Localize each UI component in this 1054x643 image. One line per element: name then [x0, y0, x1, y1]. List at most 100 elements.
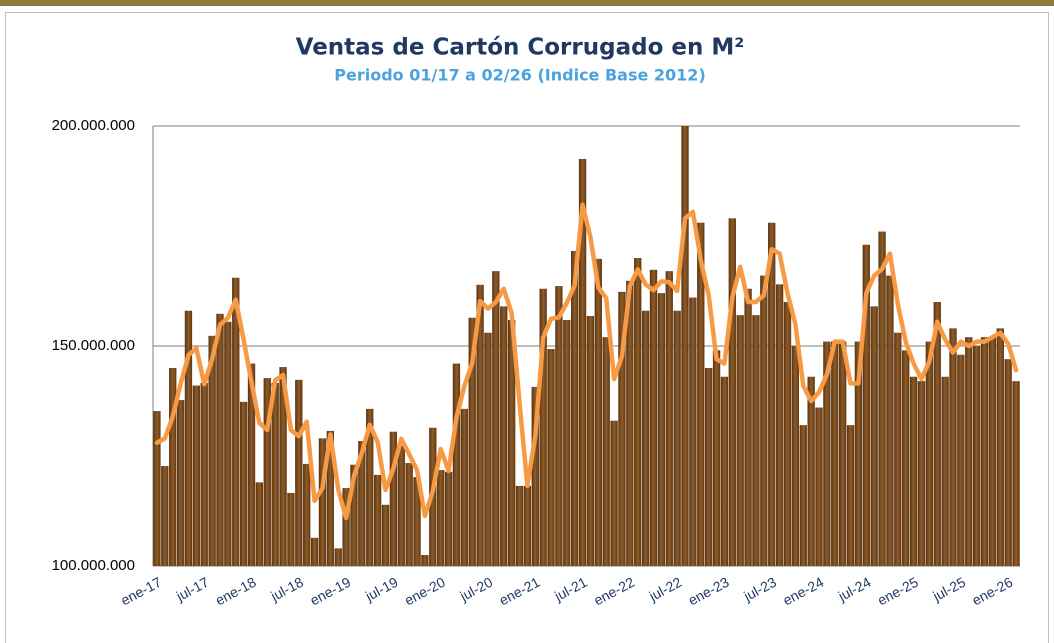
- bar-shade: [854, 341, 863, 566]
- bar-shade: [728, 218, 736, 566]
- bar-shade: [295, 379, 303, 566]
- bar-shade: [169, 368, 177, 566]
- bar-shade: [799, 425, 807, 566]
- bar-shade: [807, 376, 815, 566]
- bar-shade: [791, 346, 799, 566]
- bar-shade: [586, 316, 595, 566]
- bar-shade: [397, 445, 405, 566]
- bar-shade: [665, 271, 673, 566]
- bar-shade: [531, 386, 539, 566]
- bar-shade: [941, 376, 949, 566]
- bar-shade: [705, 368, 713, 566]
- bar-shade: [681, 126, 689, 566]
- bar-shade: [610, 420, 618, 566]
- bar-shade: [634, 258, 642, 566]
- bar-shade: [846, 425, 855, 566]
- bar-shade: [326, 430, 334, 566]
- bar-shade: [444, 471, 453, 566]
- bar-shade: [768, 222, 776, 567]
- bar-shade: [208, 335, 216, 566]
- bar-shade: [571, 250, 579, 566]
- bar-shade: [957, 354, 965, 566]
- bar-shade: [988, 337, 997, 566]
- bar-shade: [405, 463, 413, 566]
- bar-shade: [232, 277, 240, 566]
- bar-shade: [342, 488, 350, 566]
- bar-shade: [184, 310, 193, 566]
- bar-shade: [192, 385, 200, 566]
- line: [154, 202, 1019, 521]
- bar-shade: [555, 286, 563, 566]
- bar-shade: [366, 408, 374, 566]
- bar-shade: [618, 291, 626, 566]
- bar-shade: [358, 441, 366, 566]
- bar-shade: [263, 378, 271, 566]
- bar-shade: [815, 407, 823, 566]
- bar-shade: [350, 464, 358, 566]
- bar-shade: [736, 315, 744, 566]
- bar-shade: [452, 363, 461, 566]
- bar-shade: [271, 382, 279, 566]
- bar-shade: [476, 284, 484, 566]
- bar-shade: [980, 337, 989, 566]
- y-tick-label: 200.000.000: [52, 117, 135, 134]
- y-tick-label: 150.000.000: [52, 337, 135, 354]
- bar-shade: [413, 477, 421, 566]
- bar-shade: [909, 376, 918, 566]
- bar-shade: [862, 244, 870, 567]
- bar-shade: [247, 363, 256, 566]
- bar-shade: [973, 346, 981, 566]
- bar-shade: [594, 258, 602, 566]
- bar-shade: [697, 222, 705, 567]
- bar-shade: [515, 485, 524, 566]
- bar-shade: [437, 470, 445, 566]
- bar-shade: [965, 337, 973, 566]
- bar-shade: [468, 317, 476, 566]
- bar-shade: [421, 555, 429, 566]
- bar-shade: [823, 341, 831, 566]
- bar-shade: [161, 466, 169, 566]
- bar-shade: [279, 367, 287, 566]
- bar-shade: [1004, 359, 1012, 566]
- bar-shade: [374, 474, 382, 566]
- bar-shade: [783, 302, 792, 566]
- bar-shade: [287, 492, 295, 566]
- bar-shade: [578, 159, 587, 566]
- bar-shade: [775, 284, 784, 566]
- bar-shade: [200, 382, 208, 566]
- bar-shade: [216, 313, 224, 566]
- chart-title: Ventas de Cartón Corrugado en M²: [296, 35, 745, 61]
- bar-shade: [523, 485, 532, 566]
- bar-shade: [153, 411, 161, 566]
- bar-shade: [917, 381, 926, 566]
- bar-shade: [547, 349, 555, 566]
- bar-shade: [602, 337, 610, 566]
- bar-shade: [176, 400, 185, 566]
- bar-shade: [224, 321, 232, 566]
- bar-shade: [484, 332, 492, 566]
- bar-shade: [673, 310, 681, 566]
- bar-shade: [492, 271, 500, 566]
- bar-shade: [507, 320, 516, 566]
- bar-shade: [381, 504, 390, 566]
- bar-shade: [318, 438, 327, 566]
- bar-shade: [310, 537, 319, 566]
- bar-shade: [760, 275, 768, 566]
- bar-shade: [460, 408, 468, 566]
- bar-shade: [752, 315, 760, 566]
- bar-shade: [255, 482, 264, 566]
- bar-shade: [657, 293, 666, 566]
- bar-shade: [500, 306, 508, 566]
- bar-shade: [996, 328, 1004, 566]
- bar-shade: [949, 328, 957, 566]
- bar-shade: [626, 280, 634, 566]
- bar-shade: [539, 288, 547, 566]
- bar-shade: [720, 376, 729, 566]
- bar-shade: [886, 275, 894, 566]
- bar-shade: [303, 463, 311, 566]
- y-tick-label: 100.000.000: [52, 557, 135, 574]
- bar-shade: [925, 341, 933, 566]
- bar-shade: [831, 341, 839, 566]
- bar-shade: [1012, 381, 1020, 566]
